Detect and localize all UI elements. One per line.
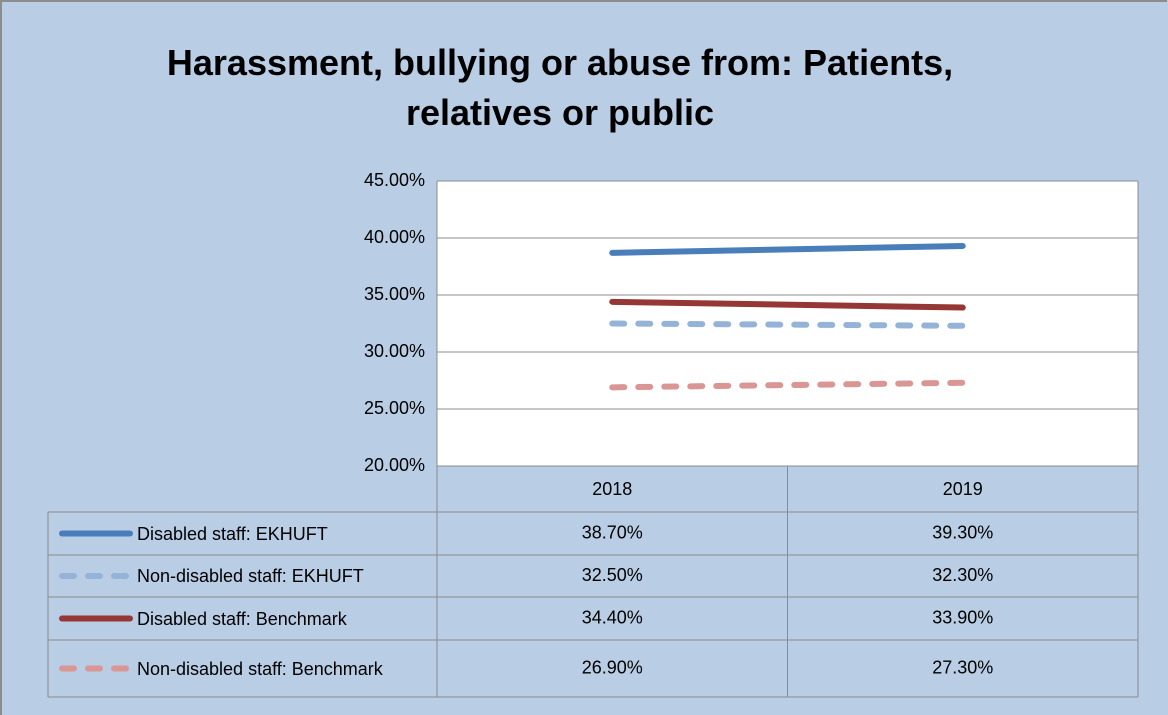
y-tick-label: 25.00% [364,398,425,418]
x-tick-label: 2018 [592,479,632,499]
table-value: 26.90% [582,657,643,677]
series-line [609,320,966,329]
legend-label: Non-disabled staff: EKHUFT [137,566,364,586]
y-tick-label: 40.00% [364,227,425,247]
series-line [609,379,966,391]
table-value: 33.90% [932,607,993,627]
plot-area [437,181,1138,466]
legend-label: Disabled staff: Benchmark [137,608,347,629]
legend-label: Non-disabled staff: Benchmark [137,658,383,679]
y-tick-label: 45.00% [364,170,425,190]
y-tick-label: 20.00% [364,455,425,475]
table-value: 39.30% [932,522,993,542]
table-value: 32.50% [582,565,643,585]
chart-title: Harassment, bullying or abuse from: Pati… [166,42,954,133]
series-line [609,298,966,311]
legend-label: Disabled staff: EKHUFT [137,523,328,544]
table-value: 27.30% [932,657,993,677]
series-line [609,242,966,256]
table-value: 32.30% [932,565,993,585]
table-value: 38.70% [582,522,643,542]
table-value: 34.40% [582,607,643,627]
y-tick-label: 30.00% [364,341,425,361]
x-tick-label: 2019 [943,479,983,499]
y-tick-label: 35.00% [364,284,425,304]
